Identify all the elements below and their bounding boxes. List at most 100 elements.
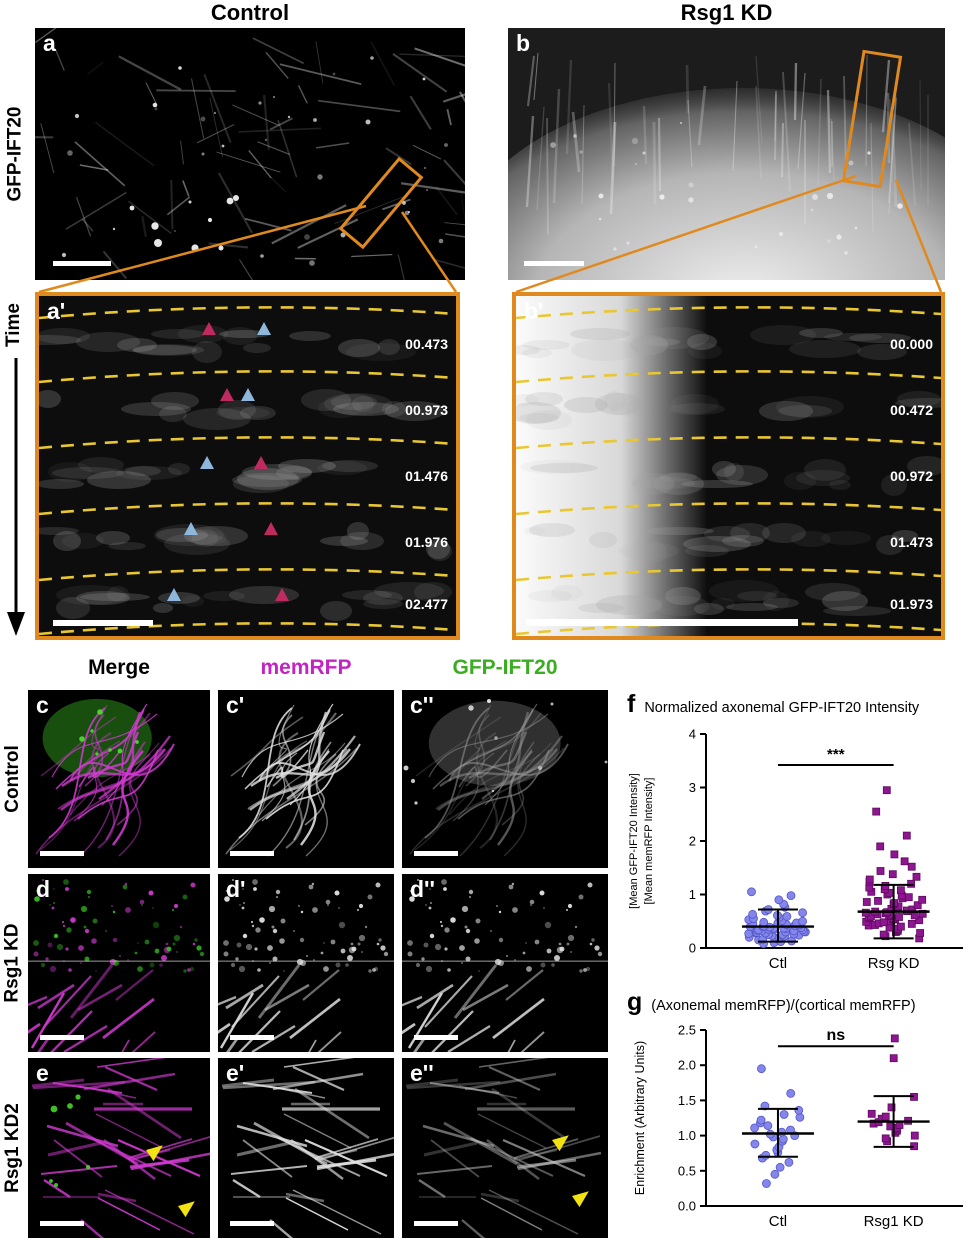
svg-text:2.5: 2.5 [678,1023,696,1038]
data-point [872,807,881,816]
scale-bar [40,851,84,856]
data-point [890,850,899,859]
magenta-arrowhead-icon [202,322,216,335]
micrograph-panel-d-prime: d' [218,874,394,1052]
data-point [907,879,916,888]
data-point [794,1105,804,1115]
data-point [775,1162,785,1172]
data-point [881,881,890,890]
column-header-gfp: GFP-IFT20 [452,656,558,679]
micrograph-panel-d-dprime: d'' [402,874,608,1052]
column-header-merge: Merge [88,656,150,679]
micrograph-panel-e-dprime: e'' [402,1058,608,1238]
data-point [774,895,784,905]
x-category-label: Rsg KD [868,955,920,972]
timestamp: 00.472 [890,402,933,418]
blue-arrowhead-icon [200,456,214,469]
kymograph-panel-a-prime: a' 00.473 00.973 01.476 01.976 02.477 [35,292,460,640]
svg-text:4: 4 [689,727,696,742]
row-label-rsg1kd: Rsg1 KD [2,923,23,1003]
scale-bar [414,851,458,856]
scale-bar [230,1221,274,1226]
svg-text:2.0: 2.0 [678,1058,696,1073]
panel-b-prime-letter: b' [524,298,544,324]
kymograph-dashed-line [39,306,456,320]
kymograph-dashed-line [39,370,456,384]
significance-label: ns [826,1027,845,1044]
data-point [761,1150,771,1160]
panel-f-letter: f [627,690,636,718]
panel-e-dprime-letter: e'' [410,1060,434,1086]
data-point [748,909,758,919]
scale-bar [414,1221,458,1226]
chart-f-plot: 0 1 2 3 4 *** Ctl Rsg KD [Mean GFP-IFT20 Intensi… [628,727,963,972]
svg-text:1: 1 [689,887,696,902]
column-header-rsg1kd: Rsg1 KD [680,0,773,25]
data-point [900,857,909,866]
timestamp: 01.973 [890,596,933,612]
scale-bar [53,261,111,266]
data-point [896,922,905,931]
svg-text:0: 0 [689,941,696,956]
data-point [879,930,888,939]
panel-e-letter: e [36,1060,49,1086]
kymograph-a-image [39,296,456,636]
kymograph-dashed-line [39,568,456,582]
data-point [784,1157,794,1167]
blue-arrowhead-icon [184,522,198,535]
micrograph-panel-e: e [28,1058,210,1238]
data-point [750,1123,760,1133]
data-point [910,1131,919,1140]
data-point [756,1064,766,1074]
data-point [879,918,888,927]
time-axis-label: Time [3,302,25,348]
timestamp: 02.477 [405,596,448,612]
data-point [881,1112,890,1121]
chart-f-header: f Normalized axonemal GFP-IFT20 Intensit… [627,690,973,719]
yellow-arrowhead-icon [572,1191,589,1208]
timestamp: 00.000 [890,336,933,352]
row-label-gfp-ift20: GFP-IFT20 [4,106,26,202]
y-axis-label-denominator: [Mean memRFP Intensity] [643,778,655,905]
significance-label: *** [827,746,845,763]
data-point [865,875,874,884]
micrograph-panel-c-dprime: c'' [402,690,608,868]
yellow-arrowhead-icon [146,1145,163,1162]
micrograph-a-image [35,28,465,280]
scale-bar [414,1035,458,1040]
data-point [798,908,808,918]
time-arrowhead-icon [7,612,25,636]
kymograph-dashed-line [39,502,456,516]
timestamp: 01.473 [890,534,933,550]
micrograph-panel-b: b [508,28,945,280]
chart-g-plot: 0.0 0.5 1.0 1.5 2.0 2.5 ns Ctl Rsg1 KD Enrichment… [633,1023,963,1230]
magenta-arrowhead-icon [254,456,268,469]
panel-e-prime-letter: e' [226,1060,245,1086]
svg-text:1.5: 1.5 [678,1093,696,1108]
data-point [890,1034,899,1043]
panel-c-prime-letter: c' [226,692,245,718]
panel-d-letter: d [36,876,51,902]
data-point [918,909,927,918]
data-point [779,1110,789,1119]
data-point [895,913,903,921]
kymograph-panel-b-prime: b' 00.000 00.472 00.972 01.473 01.973 [512,292,945,640]
data-point [908,905,917,914]
yellow-arrowhead-icon [552,1135,569,1152]
panel-d-prime-letter: d' [226,876,246,902]
svg-text:3: 3 [689,780,696,795]
x-category-label: Rsg1 KD [864,1213,924,1230]
x-category-label: Ctl [769,955,787,972]
timestamp: 00.973 [405,402,448,418]
column-header-memrfp: memRFP [260,656,352,679]
scale-bar [40,1035,84,1040]
chart-f-title: Normalized axonemal GFP-IFT20 Intensity [644,700,920,716]
scale-bar [53,620,153,626]
data-point [889,1054,898,1063]
data-point [798,916,808,926]
time-arrow [7,358,25,636]
data-point [750,1139,760,1149]
panel-b-letter: b [516,30,531,56]
data-point [918,895,927,904]
panel-g-letter: g [627,988,643,1016]
